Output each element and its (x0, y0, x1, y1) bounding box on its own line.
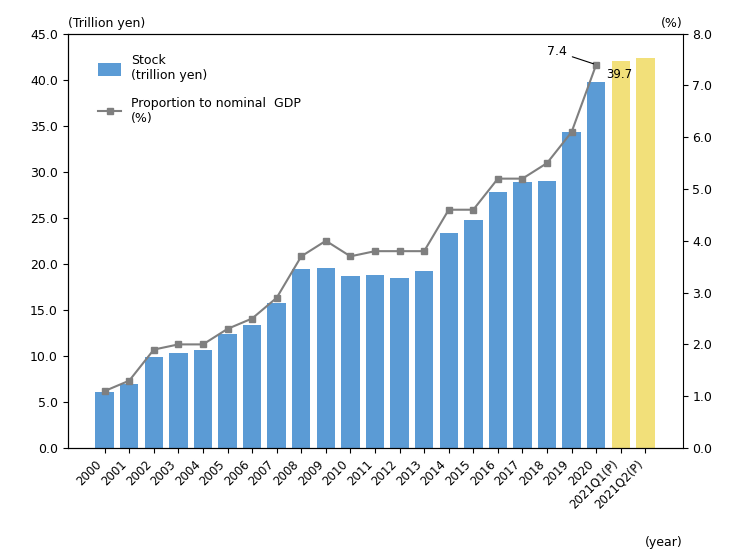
Bar (268, 304, 286, 448)
Legend: Stock
(trillion yen), Proportion to nominal  GDP
(%): Stock (trillion yen), Proportion to nomi… (92, 48, 307, 132)
Text: (%): (%) (661, 17, 682, 30)
Bar (170, 353, 188, 448)
Bar (316, 268, 335, 448)
Bar (292, 269, 310, 448)
Bar (194, 351, 212, 448)
Bar (95, 392, 114, 448)
Bar (415, 271, 434, 448)
Bar (611, 61, 630, 448)
Bar (243, 325, 261, 448)
Bar (636, 58, 655, 448)
Bar (218, 334, 237, 448)
Bar (489, 192, 507, 448)
Bar (513, 182, 532, 448)
Text: 7.4: 7.4 (547, 45, 593, 64)
Text: 39.7: 39.7 (607, 68, 633, 81)
Text: (Trillion yen): (Trillion yen) (68, 17, 145, 30)
Bar (562, 132, 580, 448)
Bar (120, 385, 139, 448)
Bar (366, 275, 384, 448)
Bar (440, 232, 458, 448)
Bar (341, 276, 360, 448)
Bar (587, 82, 605, 448)
Bar (464, 220, 482, 448)
Bar (145, 357, 163, 448)
Text: (year): (year) (645, 536, 682, 549)
Bar (538, 181, 556, 448)
Bar (390, 278, 409, 448)
